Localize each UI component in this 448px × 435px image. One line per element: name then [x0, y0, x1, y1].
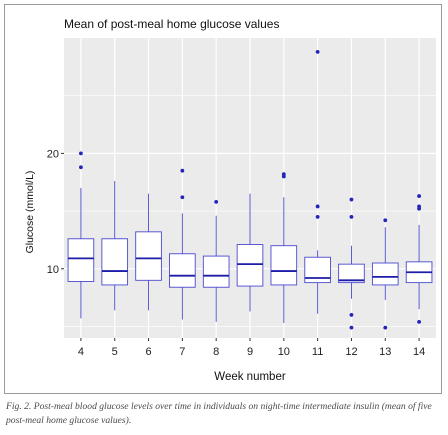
outlier-point — [180, 195, 185, 200]
outlier-point — [383, 325, 388, 330]
x-tick-label: 5 — [112, 346, 118, 358]
iqr-box — [169, 253, 196, 288]
x-tick-label: 14 — [413, 346, 425, 358]
outlier-point — [79, 165, 83, 170]
x-tick-label: 6 — [145, 346, 151, 358]
x-tick-label: 9 — [247, 346, 253, 358]
outlier-point — [281, 172, 286, 177]
outlier-point — [315, 214, 320, 219]
box-week-7 — [169, 168, 196, 320]
outlier-point — [349, 325, 354, 330]
box-week-14 — [405, 194, 433, 324]
iqr-box — [202, 255, 230, 288]
box-week-13 — [371, 218, 399, 330]
outlier-point — [315, 49, 320, 54]
outlier-point — [79, 151, 83, 156]
outlier-point — [180, 168, 185, 173]
axes: 10 20 4 5 6 7 8 9 10 11 12 13 14 — [47, 148, 425, 358]
x-tick-label: 12 — [345, 346, 357, 358]
y-axis-label: Glucose (mmol/L) — [24, 171, 36, 254]
outlier-point — [349, 214, 354, 219]
box-week-4 — [67, 151, 95, 319]
box-week-5 — [101, 181, 129, 311]
y-tick-label: 10 — [47, 264, 59, 276]
x-tick-label: 4 — [78, 346, 84, 358]
box-week-11 — [304, 49, 331, 314]
box-week-12 — [338, 197, 365, 330]
outlier-point — [417, 319, 421, 324]
x-tick-label: 7 — [179, 346, 185, 358]
outlier-point — [417, 194, 421, 198]
outlier-point — [417, 204, 421, 209]
iqr-box — [270, 245, 298, 286]
iqr-box — [101, 238, 129, 286]
x-tick-label: 11 — [312, 346, 323, 358]
figure-caption: Fig. 2. Post-meal blood glucose levels o… — [6, 401, 432, 426]
outlier-point — [383, 218, 388, 223]
x-tick-label: 10 — [278, 346, 290, 358]
box-week-8 — [202, 199, 230, 322]
box-week-10 — [270, 172, 298, 323]
chart-title: Mean of post-meal home glucose values — [64, 17, 279, 31]
box-series — [67, 49, 433, 330]
outlier-point — [349, 313, 354, 317]
outlier-point — [349, 197, 354, 202]
outlier-point — [214, 199, 219, 204]
x-axis-label: Week number — [214, 371, 286, 383]
box-week-6 — [135, 193, 162, 311]
x-tick-label: 8 — [213, 346, 219, 358]
iqr-box — [67, 238, 95, 282]
box-week-9 — [236, 193, 264, 312]
outlier-point — [315, 204, 320, 209]
iqr-box — [371, 262, 399, 286]
y-tick-label: 20 — [47, 148, 59, 160]
iqr-box — [338, 263, 365, 284]
x-tick-label: 13 — [379, 346, 391, 358]
iqr-box — [236, 244, 264, 287]
boxplot-chart: Mean of post-meal home glucose values 10… — [24, 17, 436, 383]
iqr-box — [135, 231, 162, 281]
